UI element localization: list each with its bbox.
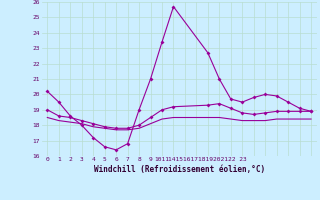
X-axis label: Windchill (Refroidissement éolien,°C): Windchill (Refroidissement éolien,°C) bbox=[94, 165, 265, 174]
